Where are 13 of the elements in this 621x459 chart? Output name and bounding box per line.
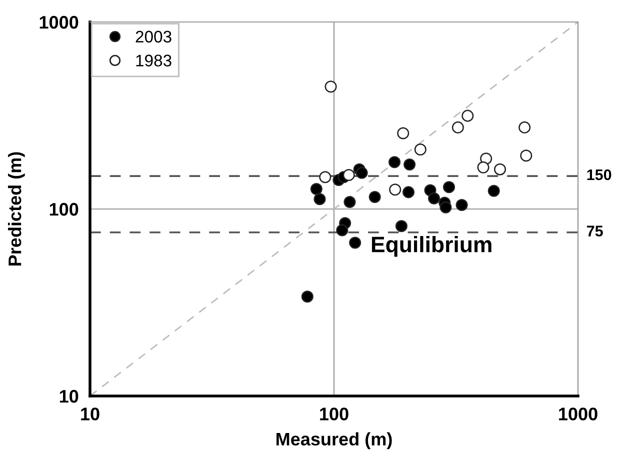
y-axis-title: Predicted (m) xyxy=(8,152,25,266)
legend-label: 2003 xyxy=(136,30,172,43)
y-tick-label: 1000 xyxy=(40,16,78,29)
x-tick-label: 100 xyxy=(320,408,348,420)
ref-line-label: 75 xyxy=(586,226,603,236)
ref-line-label: 150 xyxy=(587,169,612,180)
x-axis-title: Measured (m) xyxy=(276,432,392,450)
legend-label: 1983 xyxy=(136,54,172,66)
y-tick-label: 10 xyxy=(60,390,78,403)
x-tick-label: 1000 xyxy=(559,408,598,420)
x-tick-label: 10 xyxy=(81,408,100,420)
annotation: Equilibrium xyxy=(372,236,492,257)
y-tick-label: 100 xyxy=(50,202,78,216)
